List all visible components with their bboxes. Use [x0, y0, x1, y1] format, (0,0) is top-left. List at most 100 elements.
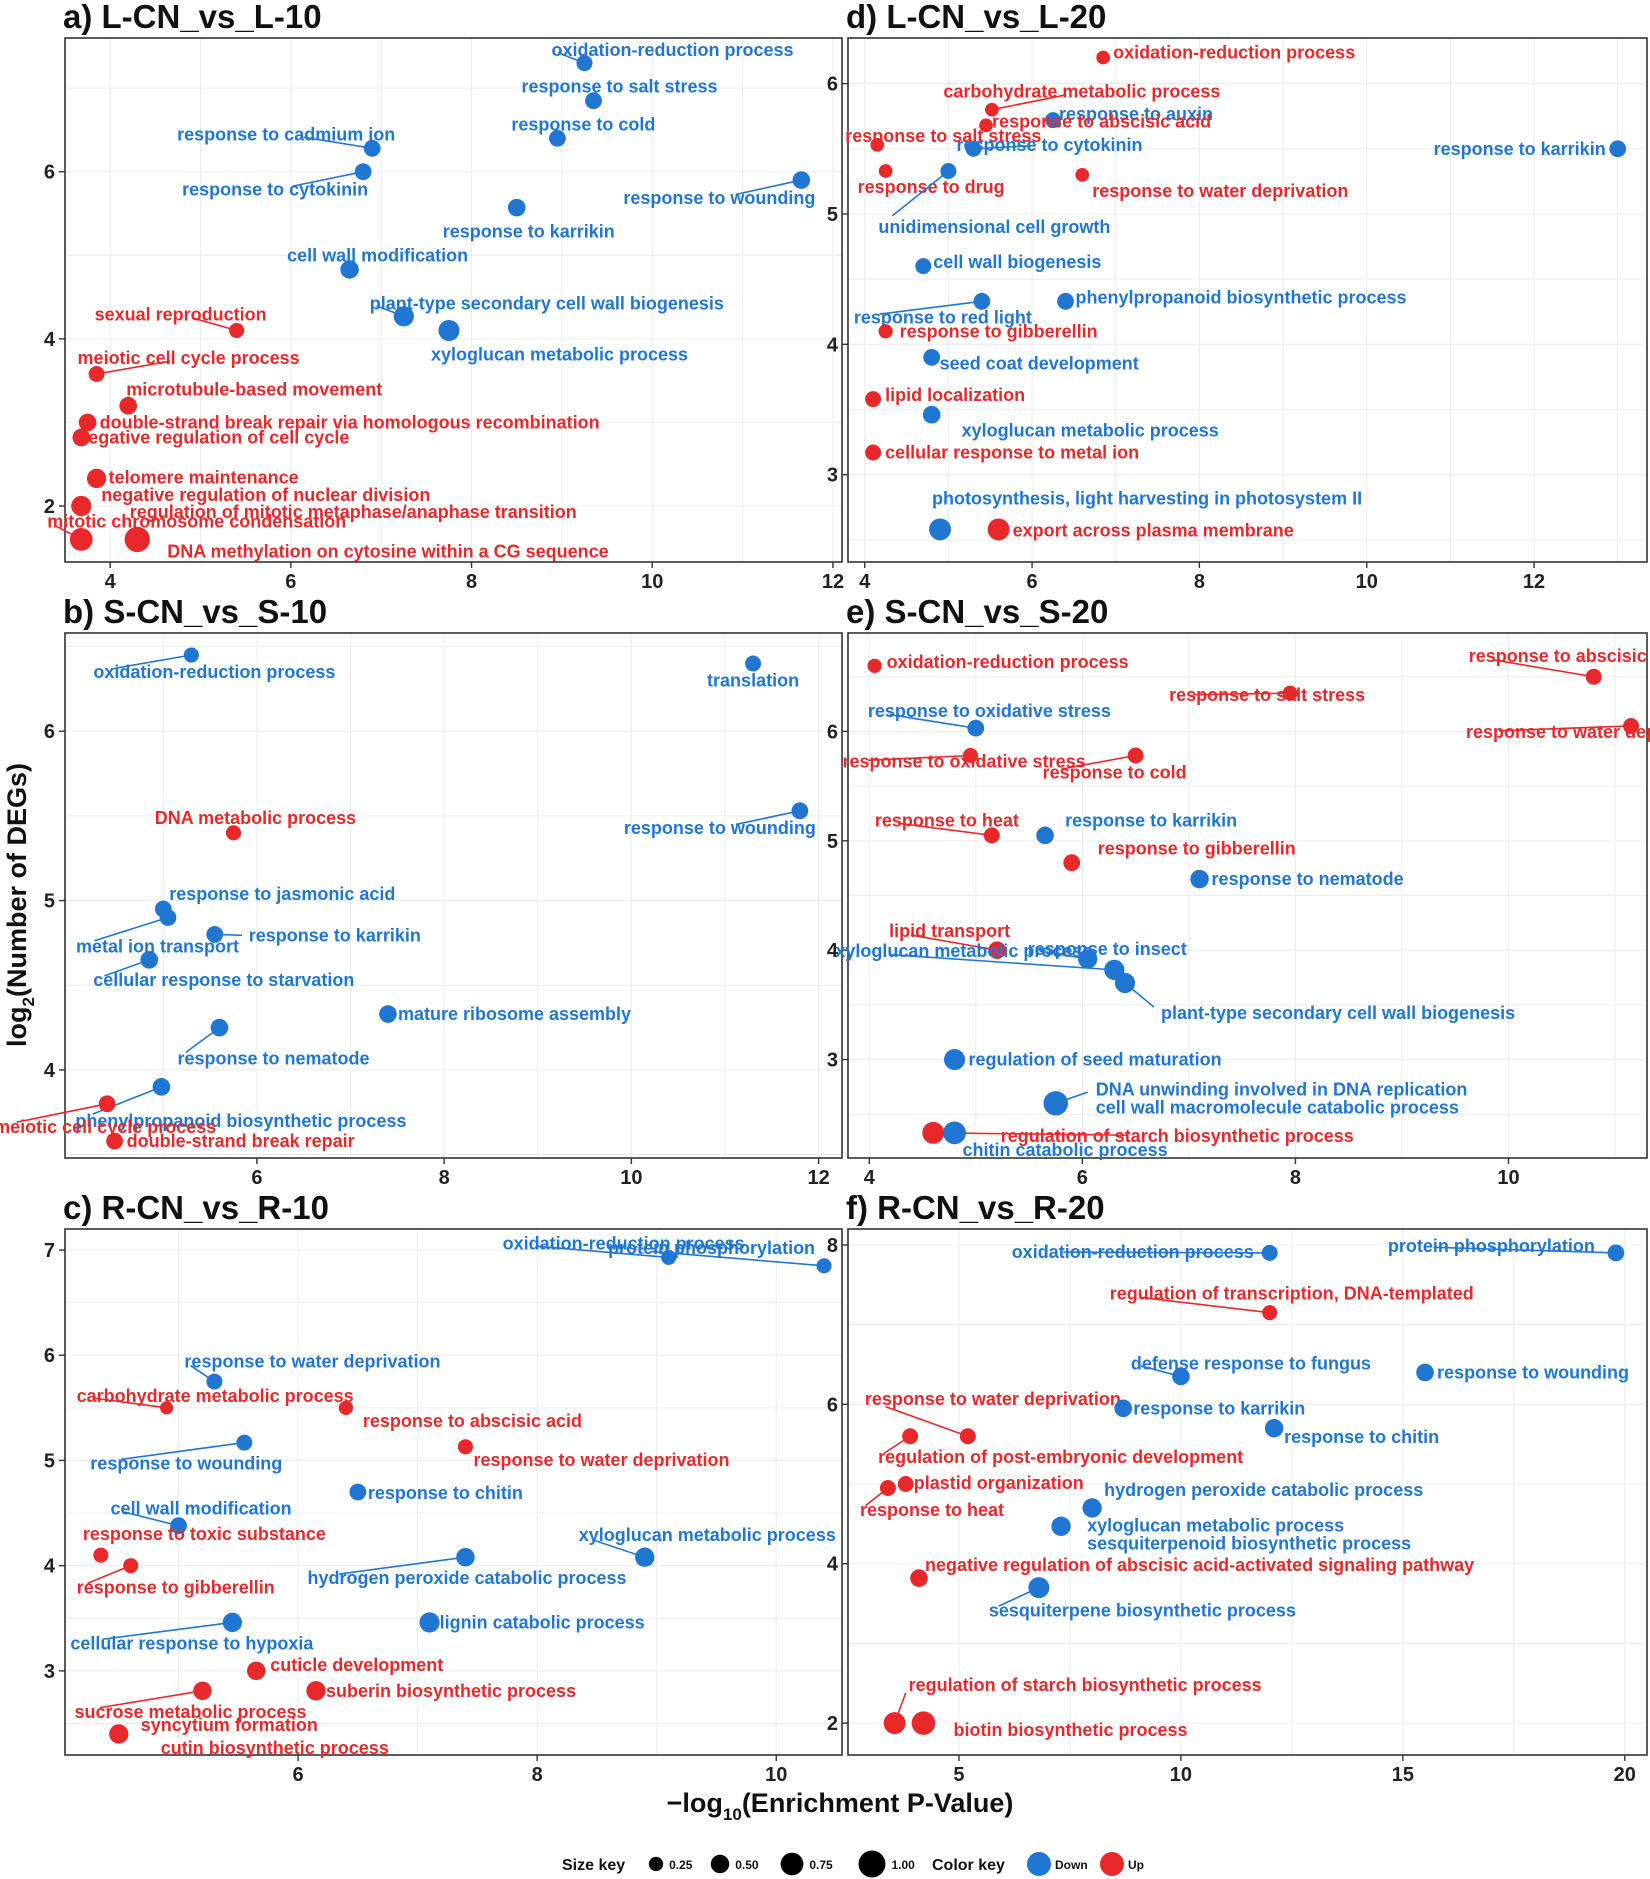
- point-label: biotin biosynthetic process: [953, 1720, 1187, 1740]
- panel-title: b) S-CN_vs_S-10: [63, 593, 327, 630]
- point-label: mitotic chromosome condensation: [47, 511, 346, 531]
- y-tick-label: 2: [827, 1713, 838, 1735]
- data-point-down: [1114, 972, 1136, 994]
- leader-line: [96, 360, 171, 375]
- data-point-down: [170, 1517, 187, 1535]
- data-point-down: [915, 258, 932, 275]
- point-label: DNA unwinding involved in DNA replicatio…: [1096, 1079, 1468, 1099]
- data-point-down: [1051, 1516, 1071, 1536]
- point-label: response to toxic substance: [83, 1524, 326, 1544]
- point-label: plant-type secondary cell wall biogenesi…: [1161, 1003, 1515, 1023]
- x-tick-label: 10: [765, 1764, 787, 1786]
- data-point-down: [354, 163, 372, 181]
- y-tick-label: 2: [44, 496, 55, 518]
- x-tick-label: 8: [439, 1167, 450, 1189]
- x-tick-label: 6: [293, 1764, 304, 1786]
- data-point-down: [929, 518, 951, 541]
- data-point-down: [940, 162, 957, 179]
- panel-title: c) R-CN_vs_R-10: [63, 1189, 329, 1226]
- data-point-down: [1172, 1367, 1190, 1386]
- data-point-down: [1114, 1399, 1133, 1418]
- data-point-down: [745, 655, 762, 672]
- point-label: response to heat: [860, 1500, 1004, 1520]
- x-tick-label: 12: [1523, 571, 1545, 593]
- point-label: suberin biosynthetic process: [326, 1681, 576, 1701]
- y-tick-label: 7: [44, 1240, 55, 1262]
- point-label: cutin biosynthetic process: [161, 1738, 389, 1758]
- size-key: 0.25 0.50 0.75 1.00: [648, 1850, 915, 1878]
- y-tick-label: 8: [827, 1235, 838, 1257]
- point-label: xyloglucan metabolic process: [962, 421, 1219, 441]
- data-point-up: [71, 495, 92, 517]
- plot-frame: [64, 1228, 843, 1756]
- x-tick-label: 6: [1077, 1167, 1088, 1189]
- plot-frame: [847, 1228, 1648, 1756]
- data-point-down: [340, 260, 359, 279]
- point-label: sesquiterpenoid biosynthetic process: [1087, 1533, 1411, 1553]
- leader-line: [535, 1245, 669, 1259]
- point-label: response to abscisic acid: [992, 111, 1211, 131]
- point-label: cellular response to starvation: [93, 970, 354, 990]
- point-label: lipid transport: [889, 921, 1010, 941]
- leader-line: [303, 136, 373, 150]
- data-point-down: [576, 55, 593, 72]
- y-tick-label: 6: [44, 721, 55, 743]
- point-label: hydrogen peroxide catabolic process: [307, 1568, 626, 1588]
- point-label: response to karrikin: [443, 222, 615, 242]
- point-label: response to insect: [1028, 939, 1187, 959]
- data-point-up: [123, 1558, 139, 1574]
- panel-2: d) L-CN_vs_L-20 4 6 8 10 12 3 4 5 6 oxidation-redu…: [827, 0, 1648, 593]
- point-label: response to karrikin: [1133, 1398, 1305, 1418]
- data-point-up: [879, 1480, 896, 1496]
- data-point-down: [1264, 1418, 1284, 1438]
- size-key-title: Size key: [562, 1857, 625, 1874]
- leader-line: [120, 1441, 245, 1461]
- leader-line: [1433, 1246, 1616, 1254]
- data-point-up: [1262, 1305, 1278, 1321]
- point-label: cellular response to metal ion: [885, 443, 1139, 463]
- data-point-down: [1607, 1244, 1625, 1262]
- data-point-up: [225, 825, 242, 841]
- x-tick-label: 4: [864, 1167, 876, 1189]
- x-tick-label: 10: [1497, 1167, 1519, 1189]
- panels: a) L-CN_vs_L-10 4 6 8 10 12 2 4 6 oxidation-reduc…: [0, 0, 1650, 1786]
- y-tick-label: 4: [44, 1556, 56, 1578]
- data-point-up: [865, 444, 882, 461]
- data-point-up: [119, 396, 138, 415]
- data-point-down: [1190, 869, 1209, 889]
- point-label: sexual reproduction: [95, 305, 267, 325]
- data-point-up: [306, 1681, 326, 1701]
- point-label: xyloglucan metabolic process: [431, 345, 688, 365]
- panel-1: a) L-CN_vs_L-10 4 6 8 10 12 2 4 6 oxidation-reduc…: [44, 0, 844, 593]
- data-point-up: [69, 528, 93, 551]
- x-tick-label: 20: [1614, 1764, 1636, 1786]
- data-point-up: [124, 526, 150, 553]
- point-label: mature ribosome assembly: [398, 1004, 631, 1024]
- y-tick-label: 4: [44, 329, 56, 351]
- point-label: xyloglucan metabolic process: [835, 941, 1092, 961]
- data-point-down: [943, 1121, 966, 1145]
- data-point-up: [910, 1569, 928, 1587]
- point-label: response to karrikin: [249, 925, 421, 945]
- size-key-dot: [858, 1850, 886, 1878]
- point-label: regulation of seed maturation: [969, 1050, 1222, 1070]
- y-tick-label: 3: [827, 465, 838, 487]
- point-label: plastid organization: [914, 1473, 1084, 1493]
- color-key-dot: [1100, 1852, 1124, 1876]
- size-key-dot: [710, 1854, 730, 1874]
- point-label: oxidation-reduction process: [552, 40, 794, 60]
- leader-line: [1141, 1296, 1270, 1314]
- point-label: seed coat development: [940, 353, 1139, 373]
- point-label: meiotic cell cycle process: [78, 348, 300, 368]
- point-label: response to chitin: [1284, 1427, 1439, 1447]
- leader-line: [1063, 1251, 1270, 1254]
- data-point-down: [183, 647, 199, 663]
- point-label: response to water deprivation: [1092, 181, 1348, 201]
- data-point-down: [222, 1612, 243, 1633]
- point-label: export across plasma membrane: [1013, 520, 1294, 540]
- x-tick-label: 15: [1392, 1764, 1414, 1786]
- leader-line: [891, 953, 1115, 971]
- leader-line: [868, 754, 971, 762]
- point-label: carbohydrate metabolic process: [943, 82, 1220, 102]
